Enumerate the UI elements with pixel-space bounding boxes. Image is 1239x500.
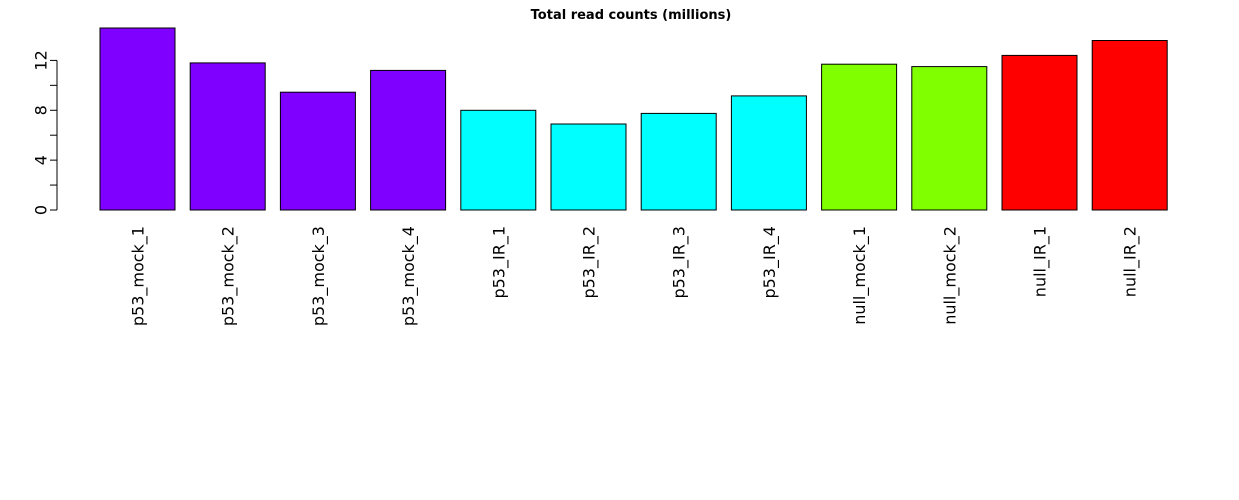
x-tick-label: p53_IR_1 <box>489 226 509 299</box>
x-tick-label: null_mock_1 <box>850 226 870 325</box>
y-tick-label: 4 <box>32 155 51 165</box>
y-tick-label: 8 <box>32 105 51 115</box>
x-labels-group: p53_mock_1 p53_mock_2 p53_mock_3 p53_mock_4… <box>129 226 1141 326</box>
y-tick-label: 12 <box>32 50 51 70</box>
bar-p53_IR_3 <box>640 112 717 211</box>
bar-p53_IR_2 <box>550 123 627 211</box>
bars-group <box>99 27 1168 211</box>
bar-p53_IR_4 <box>730 95 807 211</box>
x-tick-label: null_mock_2 <box>940 226 960 325</box>
bar-p53_mock_4 <box>370 69 447 211</box>
x-tick-label: null_IR_2 <box>1121 226 1141 297</box>
bar-p53_mock_3 <box>279 91 356 211</box>
bar-null_IR_2 <box>1091 40 1168 211</box>
x-tick-label: p53_mock_2 <box>219 226 239 326</box>
x-tick-label: p53_mock_1 <box>129 226 149 326</box>
bar-null_mock_1 <box>821 63 898 211</box>
bar-null_IR_1 <box>1001 54 1078 211</box>
bar-null_mock_2 <box>911 66 988 211</box>
bar-p53_IR_1 <box>460 109 537 211</box>
bar-p53_mock_1 <box>99 27 176 211</box>
bar-p53_mock_2 <box>189 62 266 211</box>
x-tick-label: p53_mock_4 <box>399 226 419 326</box>
x-tick-label: p53_mock_3 <box>309 226 329 326</box>
y-tick-label: 0 <box>32 205 51 215</box>
x-tick-label: p53_IR_3 <box>670 226 690 299</box>
chart-title: Total read counts (millions) <box>531 8 732 23</box>
y-axis: 0 4 8 12 <box>32 50 58 215</box>
x-tick-label: p53_IR_2 <box>580 226 600 299</box>
x-tick-label: p53_IR_4 <box>760 226 780 299</box>
x-tick-label: null_IR_1 <box>1031 226 1051 297</box>
